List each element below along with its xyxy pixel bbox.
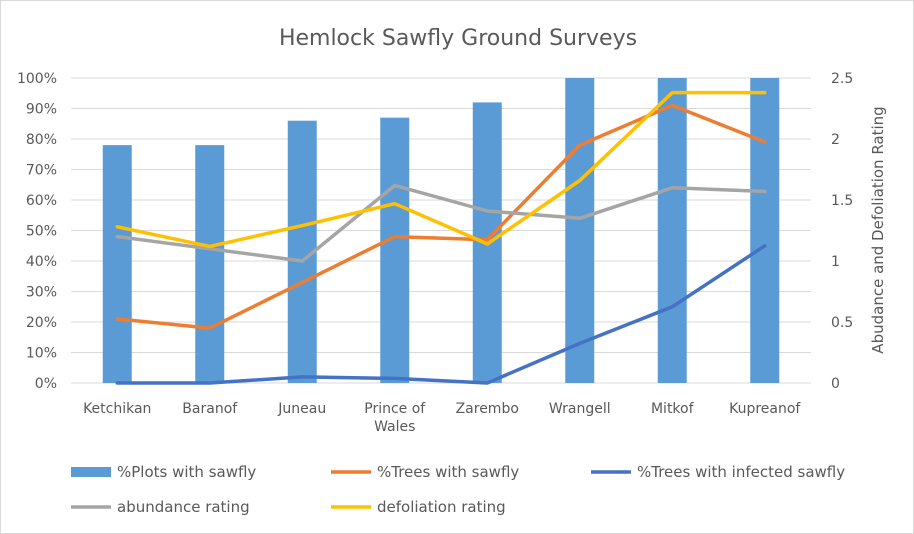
right-axis-ticks: 0 0.5 1 1.5 2 2.5 xyxy=(831,71,853,392)
legend-label: defoliation rating xyxy=(377,498,506,516)
legend-label: %Trees with sawfly xyxy=(377,463,519,481)
left-axis-ticks: 0% 10% 20% 30% 40% 50% 60% 70% 80% 90% 100% xyxy=(17,71,57,392)
legend-label: %Plots with sawfly xyxy=(117,463,256,481)
left-tick-label: 90% xyxy=(26,102,57,118)
left-tick-label: 0% xyxy=(35,376,57,392)
line-series xyxy=(115,90,767,385)
right-tick-label: 0 xyxy=(831,376,840,392)
category-label: Kupreanof xyxy=(729,401,801,417)
category-label: Zarembo xyxy=(456,401,519,417)
bar xyxy=(102,145,132,383)
bar xyxy=(750,78,780,383)
right-tick-label: 1 xyxy=(831,254,840,270)
left-tick-label: 20% xyxy=(26,315,57,331)
category-label: Prince of xyxy=(364,401,426,417)
bar xyxy=(195,145,225,383)
right-tick-label: 1.5 xyxy=(831,193,853,209)
category-label: Mitkof xyxy=(651,401,695,417)
bar-series xyxy=(102,78,780,384)
right-axis-title: Abudance and Defoliation Rating xyxy=(869,106,887,353)
chart-title: Hemlock Sawfly Ground Surveys xyxy=(279,26,637,51)
series-line xyxy=(115,103,767,330)
bar xyxy=(380,117,410,384)
series-line xyxy=(115,244,767,385)
legend-swatch xyxy=(71,467,111,477)
category-label: Ketchikan xyxy=(83,401,151,417)
gridlines xyxy=(71,77,811,384)
left-tick-label: 30% xyxy=(26,285,57,301)
bar xyxy=(657,78,687,383)
right-tick-label: 2 xyxy=(831,132,840,148)
series-line xyxy=(115,183,767,263)
category-labels: Ketchikan Baranof Juneau Prince of Wales Zare… xyxy=(83,401,801,435)
left-tick-label: 10% xyxy=(26,346,57,362)
category-label: Baranof xyxy=(182,401,238,417)
left-tick-label: 70% xyxy=(26,163,57,179)
left-tick-label: 100% xyxy=(17,71,57,87)
legend-label: abundance rating xyxy=(117,498,250,516)
category-label: Wrangell xyxy=(549,401,611,417)
legend: %Plots with sawfly %Trees with sawfly %Tre… xyxy=(71,463,845,516)
right-tick-label: 0.5 xyxy=(831,315,853,331)
category-label: Juneau xyxy=(277,401,326,417)
left-tick-label: 50% xyxy=(26,224,57,240)
left-tick-label: 80% xyxy=(26,132,57,148)
category-label: Wales xyxy=(374,419,415,435)
series-line xyxy=(115,90,767,249)
left-tick-label: 60% xyxy=(26,193,57,209)
legend-label: %Trees with infected sawfly xyxy=(637,463,845,481)
left-tick-label: 40% xyxy=(26,254,57,270)
right-tick-label: 2.5 xyxy=(831,71,853,87)
bar xyxy=(565,78,595,383)
